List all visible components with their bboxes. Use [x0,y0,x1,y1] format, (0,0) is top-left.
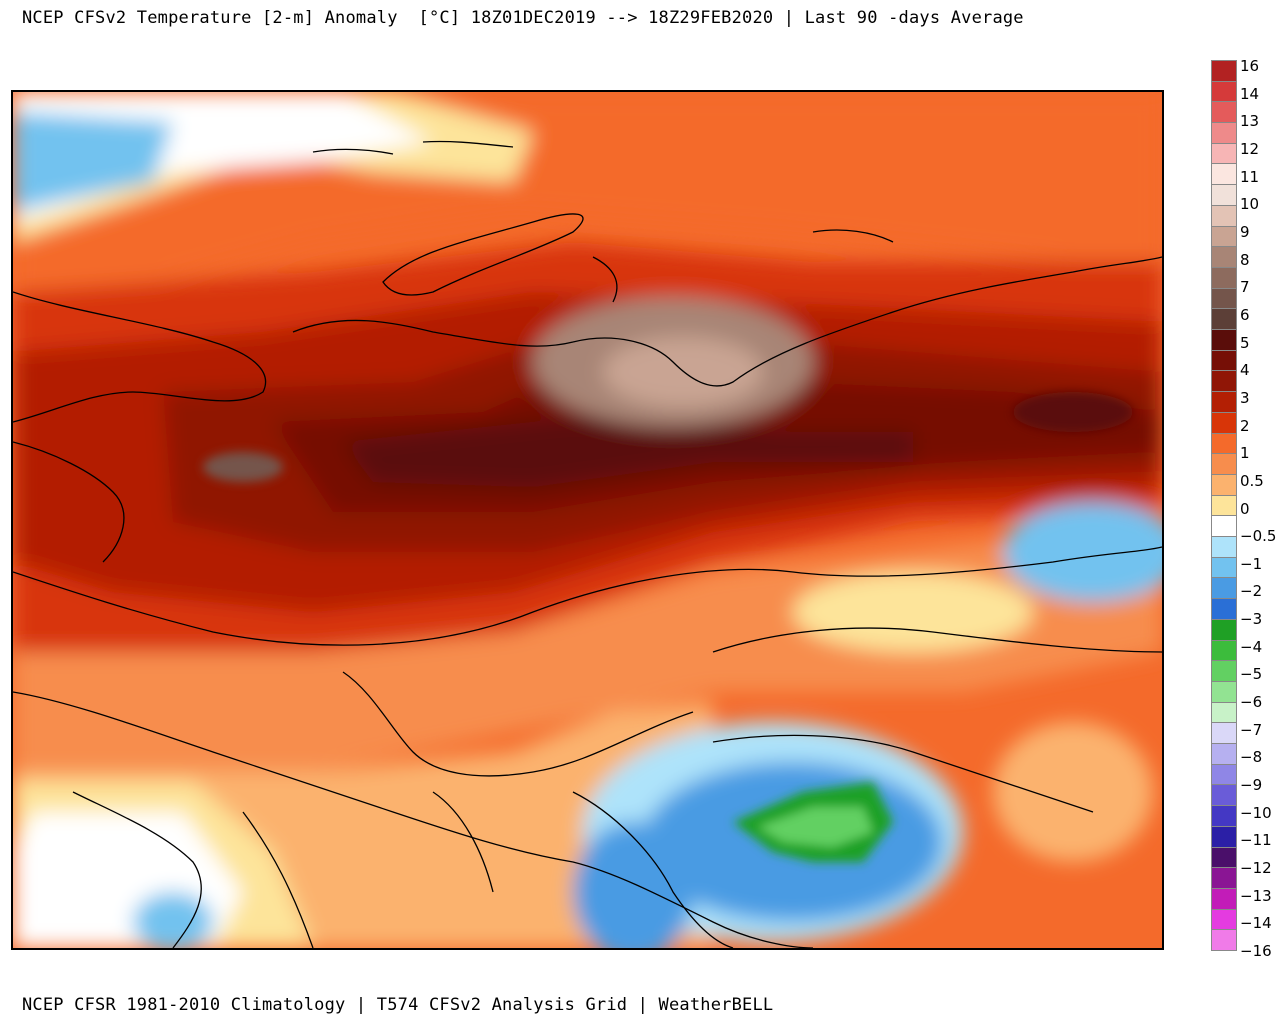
color-scale-cell [1211,660,1237,682]
color-scale-tick-label: 1 [1240,444,1250,463]
color-scale-cell [1211,908,1237,931]
color-scale-cell [1211,246,1237,268]
color-scale-cell [1211,722,1237,744]
color-scale-cell [1211,867,1237,889]
color-scale-tick-label: −8 [1240,748,1263,767]
color-scale-tick-label: 16 [1240,57,1260,75]
color-scale-cell [1211,411,1237,434]
color-scale-cell [1211,825,1237,848]
color-scale-tick-label: 11 [1240,167,1260,186]
color-scale-tick-label: 8 [1240,250,1250,269]
color-scale-tick-label: 0.5 [1240,471,1264,490]
color-scale-tick-label: −10 [1240,803,1272,822]
color-scale-tick-label: 12 [1240,139,1260,158]
color-scale-tick-label: −5 [1240,665,1263,684]
color-scale-tick-label: −6 [1240,693,1263,712]
color-scale-cell [1211,80,1237,103]
color-scale-cell [1211,515,1237,538]
color-scale-tick-label: 5 [1240,333,1250,352]
color-scale-tick-label: −13 [1240,886,1272,905]
color-scale-tick-label: 10 [1240,195,1260,214]
color-scale-tick-label: −12 [1240,859,1272,878]
cold-core [203,392,1133,862]
color-scale-cell [1211,122,1237,144]
color-scale [1211,60,1237,951]
color-scale-tick-label: 6 [1240,305,1250,324]
color-scale-cell [1211,184,1237,206]
color-scale-cell [1211,784,1237,807]
color-scale-cell [1211,101,1237,124]
color-scale-cell [1211,163,1237,186]
chart-footer: NCEP CFSR 1981-2010 Climatology | T574 C… [22,995,774,1015]
color-scale-cell [1211,329,1237,351]
coastlines [13,140,1162,948]
color-scale-cell [1211,494,1237,517]
color-scale-cell [1211,142,1237,165]
color-scale-tick-label: −9 [1240,776,1263,795]
color-scale-tick-label: 14 [1240,84,1260,103]
color-scale-cell [1211,536,1237,558]
color-scale-cell [1211,701,1237,724]
color-scale-cell [1211,453,1237,475]
color-scale-tick-label: 0 [1240,499,1250,518]
color-scale-tick-label: 3 [1240,388,1250,407]
color-scale-cell [1211,266,1237,289]
color-scale-tick-label: −16 [1240,942,1272,960]
color-scale-cell [1211,391,1237,413]
color-scale-tick-label: 9 [1240,222,1250,241]
color-scale-cell [1211,60,1237,82]
color-scale-tick-label: −1 [1240,554,1263,573]
color-scale-cell [1211,308,1237,331]
anomaly-map-graphic [13,92,1162,948]
color-scale-cell [1211,846,1237,869]
color-scale-cell [1211,805,1237,827]
color-scale-cell [1211,473,1237,496]
color-scale-cell [1211,639,1237,662]
color-scale-cell [1211,204,1237,227]
color-scale-tick-label: −7 [1240,720,1263,739]
color-scale-tick-label: −2 [1240,582,1263,601]
color-scale-cell [1211,598,1237,620]
color-scale-cell [1211,225,1237,248]
color-scale-cell [1211,929,1237,951]
color-scale-tick-label: 4 [1240,361,1250,380]
color-scale-cell [1211,618,1237,641]
color-scale-tick-label: 13 [1240,112,1260,131]
color-scale-cell [1211,432,1237,455]
color-scale-tick-label: −4 [1240,637,1263,656]
color-scale-cell [1211,763,1237,786]
anomaly-map [11,90,1164,950]
color-scale-tick-label: 2 [1240,416,1250,435]
color-scale-cell [1211,680,1237,703]
color-scale-tick-label: −3 [1240,610,1263,629]
color-scale-cell [1211,577,1237,600]
color-scale-cell [1211,287,1237,310]
color-scale-tick-label: 7 [1240,278,1250,297]
color-scale-tick-label: −14 [1240,914,1272,933]
color-scale-cell [1211,887,1237,910]
color-scale-cell [1211,370,1237,393]
chart-title: NCEP CFSv2 Temperature [2-m] Anomaly [°C… [22,8,1024,28]
color-scale-tick-label: −0.5 [1240,527,1277,546]
color-scale-tick-label: −11 [1240,831,1272,850]
color-scale-cell [1211,556,1237,579]
color-scale-cell [1211,743,1237,765]
color-scale-cell [1211,349,1237,372]
